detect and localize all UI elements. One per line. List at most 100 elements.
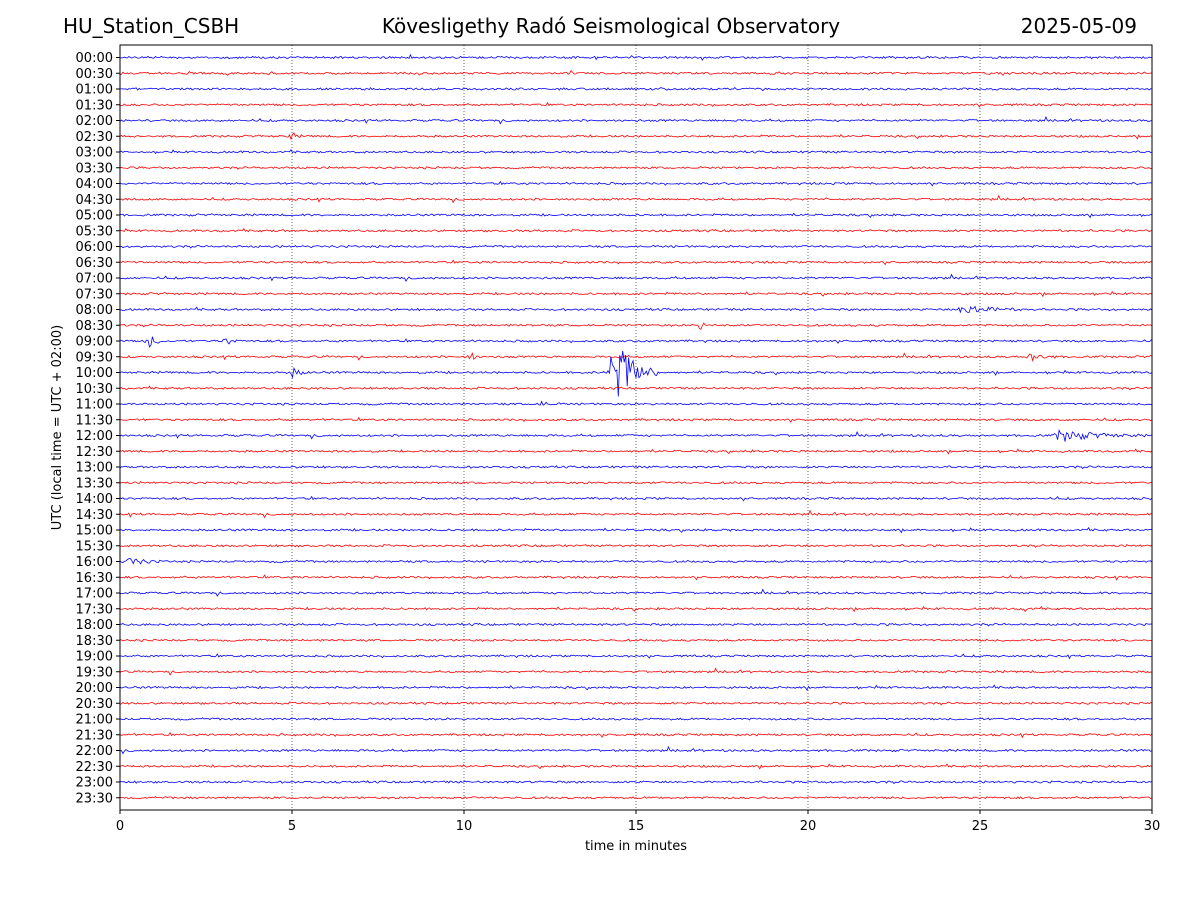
y-tick-label: 20:30 xyxy=(76,697,113,712)
y-tick-label: 09:00 xyxy=(76,335,113,350)
x-axis-label: time in minutes xyxy=(585,839,687,854)
y-tick-label: 23:30 xyxy=(76,791,113,806)
seismic-trace-row xyxy=(119,717,1153,721)
y-tick-label: 02:00 xyxy=(76,114,113,129)
seismic-trace-row xyxy=(119,495,1153,502)
y-tick-label: 05:00 xyxy=(76,209,113,224)
y-tick-label: 22:00 xyxy=(76,744,113,759)
seismic-trace-row xyxy=(119,305,1153,314)
vertical-gridlines xyxy=(291,45,981,810)
y-tick-label: 01:00 xyxy=(76,83,113,98)
station-label: HU_Station_CSBH xyxy=(63,14,240,38)
y-tick-label: 21:30 xyxy=(76,728,113,743)
seismic-trace-row xyxy=(119,385,1153,391)
y-tick-label: 18:00 xyxy=(76,618,113,633)
y-tick-label: 10:30 xyxy=(76,382,113,397)
seismic-trace-row xyxy=(119,527,1153,534)
seismic-trace-row xyxy=(119,448,1153,455)
y-tick-label: 09:30 xyxy=(76,350,113,365)
y-tick-label: 07:00 xyxy=(76,272,113,287)
y-tick-label: 07:30 xyxy=(76,287,113,302)
seismic-trace-row xyxy=(119,212,1153,219)
seismic-trace-row xyxy=(119,227,1153,233)
x-tick-label: 20 xyxy=(800,819,817,834)
y-tick-label: 06:30 xyxy=(76,256,113,271)
y-tick-label: 12:00 xyxy=(76,429,113,444)
x-tick-label: 5 xyxy=(288,819,296,834)
y-tick-label: 04:00 xyxy=(76,177,113,192)
seismic-trace-row xyxy=(119,416,1153,423)
x-tick-label: 10 xyxy=(456,819,473,834)
seismic-trace-row xyxy=(120,322,1153,330)
seismic-trace-row xyxy=(120,87,1153,92)
seismic-trace-row xyxy=(119,132,1153,141)
y-tick-label: 19:00 xyxy=(76,650,113,665)
y-tick-label: 18:30 xyxy=(76,634,113,649)
y-tick-label: 13:30 xyxy=(76,476,113,491)
seismic-trace-row xyxy=(119,731,1153,739)
y-tick-label: 23:00 xyxy=(76,776,113,791)
seismic-trace-row xyxy=(119,400,1153,406)
seismic-trace-row xyxy=(120,796,1153,800)
y-tick-label: 19:30 xyxy=(76,665,113,680)
seismic-trace-row xyxy=(119,588,1153,597)
seismic-trace-row xyxy=(119,244,1153,249)
seismic-trace-row xyxy=(119,180,1153,187)
seismic-traces xyxy=(119,53,1153,800)
seismic-trace-row xyxy=(119,745,1153,755)
seismic-trace-row xyxy=(119,509,1153,519)
y-tick-label: 08:30 xyxy=(76,319,113,334)
seismic-trace-row xyxy=(119,605,1153,613)
y-tick-label: 00:30 xyxy=(76,67,113,82)
y-tick-label: 10:00 xyxy=(76,366,113,381)
y-tick-label: 03:30 xyxy=(76,161,113,176)
y-tick-label: 22:30 xyxy=(76,760,113,775)
y-tick-label: 20:00 xyxy=(76,681,113,696)
seismic-trace-row xyxy=(119,763,1153,770)
chart-title: Kövesligethy Radó Seismological Observat… xyxy=(381,14,841,38)
seismic-trace-row xyxy=(119,557,1153,565)
date-label: 2025-05-09 xyxy=(1020,14,1137,38)
seismic-trace-row xyxy=(119,622,1153,627)
seismic-trace-row xyxy=(119,684,1153,691)
y-tick-label: 02:30 xyxy=(76,130,113,145)
y-tick-label: 04:30 xyxy=(76,193,113,208)
y-tick-label: 15:00 xyxy=(76,524,113,539)
y-tick-label: 08:00 xyxy=(76,303,113,318)
seismic-trace-row xyxy=(119,429,1153,442)
seismic-trace-row xyxy=(119,115,1153,125)
seismic-trace-row xyxy=(119,53,1153,61)
seismic-trace-row xyxy=(119,69,1153,76)
seismic-trace-row xyxy=(119,149,1153,155)
y-tick-label: 01:30 xyxy=(76,98,113,113)
y-tick-label: 15:30 xyxy=(76,539,113,554)
y-tick-label: 12:30 xyxy=(76,445,113,460)
seismic-trace-row xyxy=(119,352,1153,362)
seismic-trace-row xyxy=(119,780,1153,785)
y-tick-label: 17:30 xyxy=(76,602,113,617)
x-tick-label: 0 xyxy=(116,819,124,834)
seismic-trace-row xyxy=(119,543,1153,548)
x-tick-label: 15 xyxy=(628,819,645,834)
seismic-trace-row xyxy=(119,101,1153,108)
y-tick-label: 16:00 xyxy=(76,555,113,570)
y-tick-label: 11:30 xyxy=(76,413,113,428)
seismic-trace-row xyxy=(119,350,1153,397)
y-tick-label: 06:00 xyxy=(76,240,113,255)
y-tick-label: 14:30 xyxy=(76,508,113,523)
y-axis-ticks: 00:0000:3001:0001:3002:0002:3003:0003:30… xyxy=(76,51,120,806)
x-tick-label: 30 xyxy=(1144,819,1161,834)
seismic-trace-row xyxy=(119,259,1153,266)
x-axis-ticks: 0 5 10 15 20 25 30 xyxy=(116,810,1160,834)
seismic-trace-row xyxy=(119,638,1153,642)
x-tick-label: 25 xyxy=(972,819,989,834)
seismic-trace-row xyxy=(119,273,1153,282)
y-tick-label: 14:00 xyxy=(76,492,113,507)
seismic-trace-row xyxy=(119,667,1153,676)
seismic-trace-row xyxy=(119,290,1153,298)
seismic-trace-row xyxy=(119,653,1153,660)
seismic-trace-row xyxy=(120,481,1153,485)
y-tick-label: 17:00 xyxy=(76,587,113,602)
seismic-trace-row xyxy=(119,465,1153,470)
seismic-trace-row xyxy=(119,166,1153,170)
